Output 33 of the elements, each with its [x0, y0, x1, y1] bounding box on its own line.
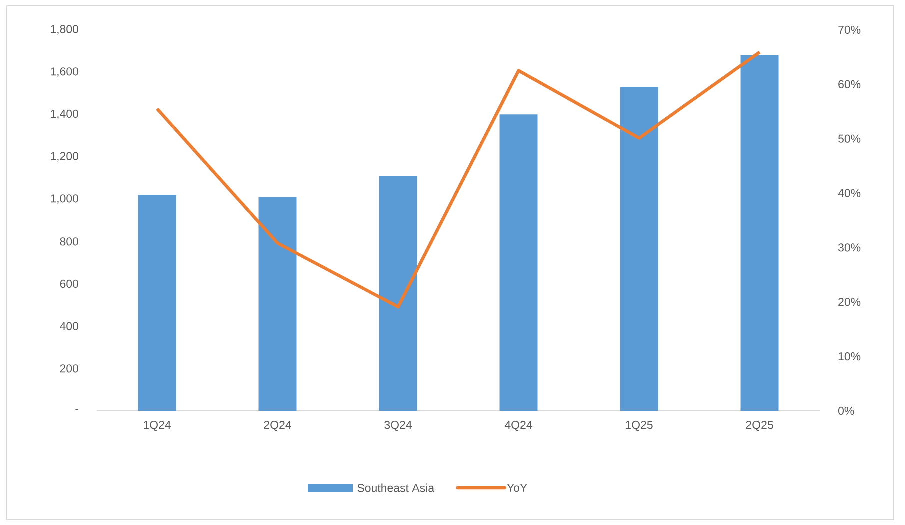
y-tick-label: 800 — [60, 238, 79, 246]
x-tick-label: 4Q24 — [504, 421, 532, 432]
x-tick-label: 3Q24 — [384, 421, 412, 432]
y2-tick-label: 60% — [838, 80, 861, 88]
bar — [620, 87, 658, 411]
y2-tick-label: 30% — [838, 244, 861, 252]
x-tick-label: 2Q25 — [746, 421, 774, 432]
y-tick-label: - — [76, 409, 78, 410]
legend-label: YoY — [507, 484, 528, 492]
y2-tick-label: 0% — [838, 406, 854, 416]
x-tick-label: 1Q25 — [626, 421, 653, 432]
y-tick-label: 1,800 — [51, 25, 79, 35]
y2-tick-label: 50% — [838, 134, 861, 143]
y2-tick-label: 70% — [838, 26, 861, 34]
y2-tick-label: 10% — [838, 352, 861, 361]
y-tick-label: 1,600 — [51, 68, 79, 78]
y-tick-label: 200 — [60, 364, 79, 373]
bar — [379, 176, 418, 411]
y2-tick-label: 40% — [838, 189, 861, 198]
y2-tick-label: 20% — [838, 298, 861, 306]
y-tick-label: 1,400 — [51, 110, 79, 120]
bar — [138, 195, 176, 411]
bar — [258, 197, 297, 411]
y-tick-label: 1,000 — [51, 194, 79, 204]
x-tick-label: 1Q24 — [144, 421, 171, 432]
y-tick-label: 400 — [60, 322, 79, 330]
bar — [500, 114, 538, 411]
x-tick-label: 2Q24 — [264, 421, 292, 432]
bar — [740, 55, 779, 411]
line-series — [156, 50, 762, 309]
y-tick-label: 600 — [60, 280, 79, 288]
y-tick-label: 1,200 — [51, 152, 79, 162]
legend-label: Southeast Asia — [358, 484, 435, 492]
